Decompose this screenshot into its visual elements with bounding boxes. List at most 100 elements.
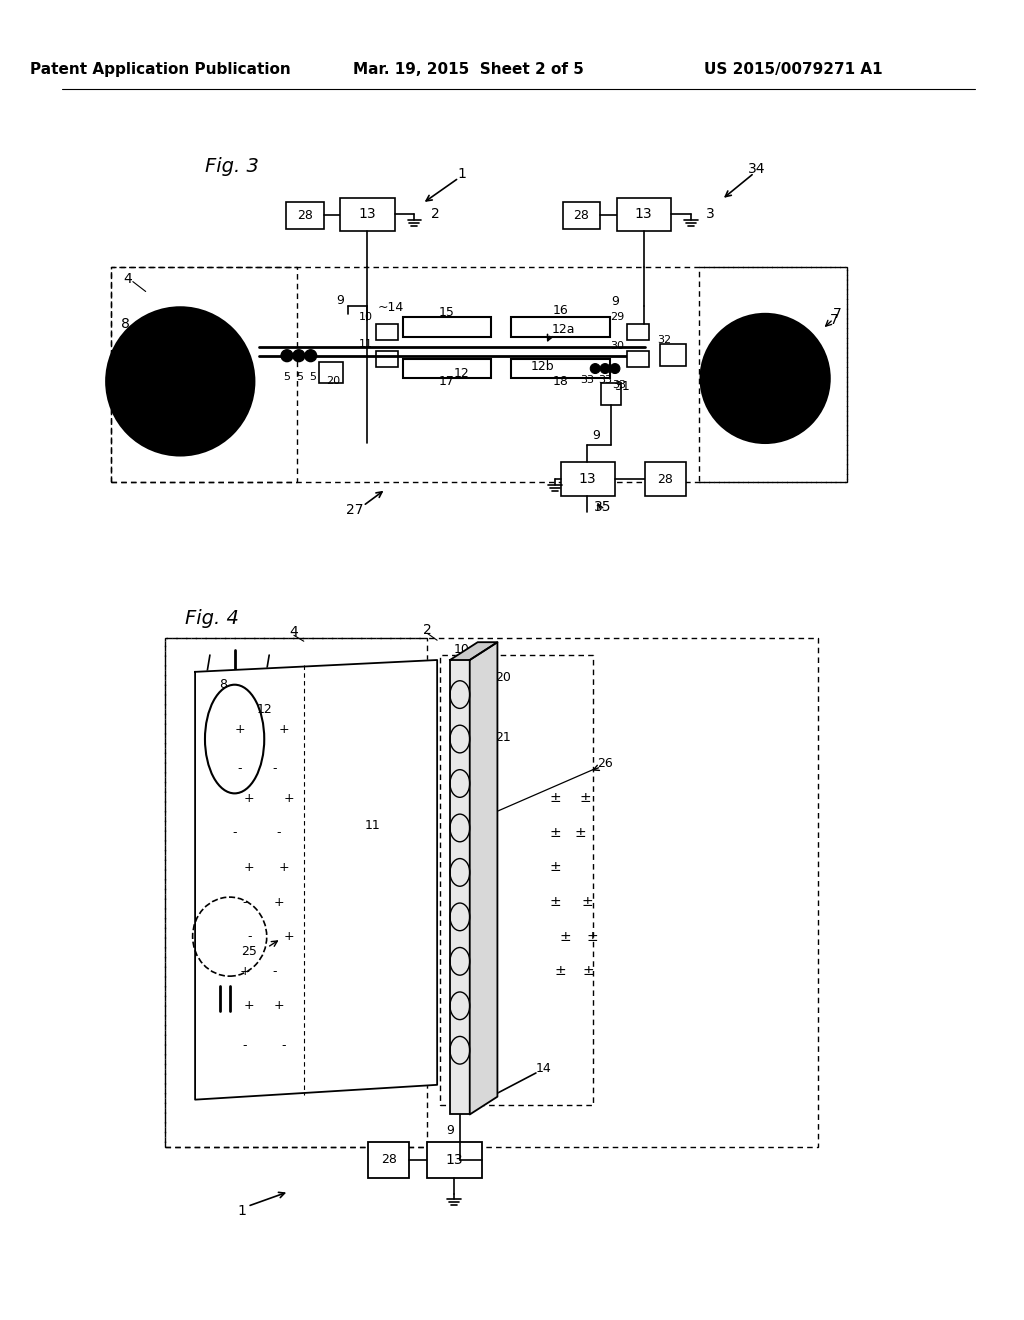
Text: 2: 2 bbox=[431, 207, 439, 222]
Text: Fig. 3: Fig. 3 bbox=[205, 157, 259, 176]
Bar bbox=[660, 343, 686, 366]
Polygon shape bbox=[470, 643, 498, 1114]
Text: +: + bbox=[244, 861, 255, 874]
Circle shape bbox=[305, 350, 316, 362]
Circle shape bbox=[590, 363, 600, 374]
Text: -: - bbox=[272, 762, 276, 775]
Text: ±: ± bbox=[587, 929, 598, 944]
Circle shape bbox=[119, 321, 242, 442]
Text: 13: 13 bbox=[358, 207, 376, 222]
Text: 32: 32 bbox=[657, 335, 672, 345]
Text: +: + bbox=[244, 792, 255, 805]
Bar bbox=[511, 317, 610, 337]
Text: +: + bbox=[279, 861, 290, 874]
Circle shape bbox=[600, 363, 610, 374]
Circle shape bbox=[745, 359, 785, 399]
Text: 9: 9 bbox=[592, 429, 600, 442]
Bar bbox=[562, 202, 600, 230]
Text: 28: 28 bbox=[657, 473, 674, 486]
Bar bbox=[112, 267, 297, 482]
Circle shape bbox=[281, 350, 293, 362]
Text: 8: 8 bbox=[219, 678, 226, 692]
Text: 12: 12 bbox=[454, 367, 470, 380]
Text: +: + bbox=[284, 931, 294, 942]
Text: +: + bbox=[284, 792, 294, 805]
Text: 4: 4 bbox=[290, 626, 298, 639]
Bar bbox=[166, 639, 817, 1147]
Circle shape bbox=[151, 351, 210, 411]
Text: 28: 28 bbox=[297, 209, 312, 222]
Bar bbox=[601, 383, 621, 405]
Text: -: - bbox=[272, 965, 276, 978]
Bar bbox=[286, 202, 324, 230]
Text: 13: 13 bbox=[635, 207, 652, 222]
Text: -: - bbox=[282, 1039, 287, 1052]
Text: 9: 9 bbox=[611, 294, 618, 308]
Bar bbox=[402, 317, 492, 337]
Bar bbox=[616, 198, 672, 231]
Text: -: - bbox=[243, 895, 247, 908]
Text: 21: 21 bbox=[496, 730, 511, 743]
Text: -: - bbox=[238, 762, 242, 775]
Text: Patent Application Publication: Patent Application Publication bbox=[30, 62, 291, 77]
Bar bbox=[440, 655, 593, 1105]
Bar bbox=[561, 462, 615, 496]
Text: ±: ± bbox=[550, 861, 561, 874]
Text: 29: 29 bbox=[610, 312, 624, 322]
Text: 9: 9 bbox=[337, 294, 344, 306]
Bar bbox=[166, 639, 427, 1147]
Text: 12b: 12b bbox=[531, 360, 555, 374]
Text: 16: 16 bbox=[553, 304, 568, 317]
Text: 30: 30 bbox=[610, 341, 624, 351]
Text: ±: ± bbox=[550, 791, 561, 805]
Text: ±: ± bbox=[560, 929, 571, 944]
Text: 18: 18 bbox=[553, 375, 568, 388]
Text: 9: 9 bbox=[446, 1123, 454, 1137]
Text: 25: 25 bbox=[242, 945, 257, 958]
Text: +: + bbox=[273, 895, 285, 908]
Text: ±: ± bbox=[550, 826, 561, 840]
Text: 11: 11 bbox=[359, 339, 373, 348]
Text: US 2015/0079271 A1: US 2015/0079271 A1 bbox=[703, 62, 882, 77]
Bar bbox=[112, 267, 847, 482]
Text: 28: 28 bbox=[573, 209, 590, 222]
Text: 35: 35 bbox=[594, 500, 612, 513]
Text: -: - bbox=[247, 931, 252, 942]
Bar bbox=[402, 359, 492, 379]
Text: ±: ± bbox=[555, 964, 566, 978]
Text: +: + bbox=[240, 965, 250, 978]
Text: 1: 1 bbox=[458, 166, 466, 181]
Text: ±: ± bbox=[574, 826, 586, 840]
Polygon shape bbox=[450, 643, 498, 660]
Text: 31: 31 bbox=[614, 380, 630, 393]
Bar bbox=[368, 1142, 410, 1177]
Text: -: - bbox=[232, 826, 237, 840]
Bar bbox=[427, 1142, 481, 1177]
Text: +: + bbox=[273, 999, 285, 1012]
Text: 20: 20 bbox=[327, 376, 340, 387]
Circle shape bbox=[701, 314, 829, 442]
Text: 3: 3 bbox=[707, 207, 715, 222]
Bar bbox=[645, 462, 686, 496]
Text: 11: 11 bbox=[365, 820, 381, 833]
Text: 13: 13 bbox=[579, 473, 596, 486]
Bar bbox=[450, 660, 470, 1114]
Text: 1: 1 bbox=[238, 1204, 246, 1218]
Bar bbox=[511, 359, 610, 379]
Text: 15: 15 bbox=[439, 306, 455, 318]
Polygon shape bbox=[196, 660, 437, 1100]
Circle shape bbox=[293, 350, 305, 362]
Text: ±: ± bbox=[580, 791, 591, 805]
Bar bbox=[627, 351, 648, 367]
Text: ~14: ~14 bbox=[378, 301, 403, 314]
Text: ±: ± bbox=[550, 895, 561, 909]
Text: 5: 5 bbox=[309, 372, 316, 383]
Text: 20: 20 bbox=[496, 672, 511, 684]
Text: 4: 4 bbox=[124, 272, 132, 285]
Bar bbox=[376, 325, 397, 339]
Circle shape bbox=[172, 374, 188, 389]
Circle shape bbox=[140, 342, 220, 421]
Text: +: + bbox=[244, 999, 255, 1012]
Text: 7: 7 bbox=[829, 313, 839, 327]
Text: 28: 28 bbox=[381, 1154, 396, 1167]
